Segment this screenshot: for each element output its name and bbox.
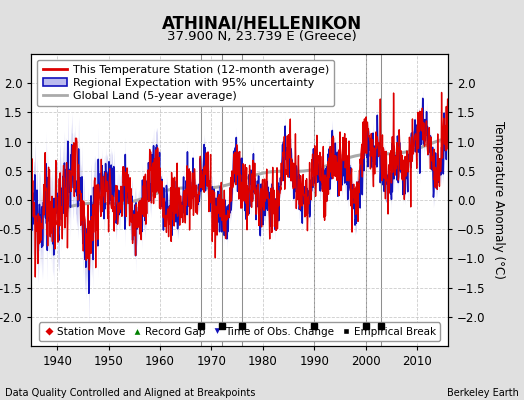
Legend: Station Move, Record Gap, Time of Obs. Change, Empirical Break: Station Move, Record Gap, Time of Obs. C… <box>39 322 440 341</box>
Text: 37.900 N, 23.739 E (Greece): 37.900 N, 23.739 E (Greece) <box>167 30 357 43</box>
Text: Data Quality Controlled and Aligned at Breakpoints: Data Quality Controlled and Aligned at B… <box>5 388 256 398</box>
Y-axis label: Temperature Anomaly (°C): Temperature Anomaly (°C) <box>493 121 506 279</box>
Text: ATHINAI/HELLENIKON: ATHINAI/HELLENIKON <box>162 14 362 32</box>
Text: Berkeley Earth: Berkeley Earth <box>447 388 519 398</box>
